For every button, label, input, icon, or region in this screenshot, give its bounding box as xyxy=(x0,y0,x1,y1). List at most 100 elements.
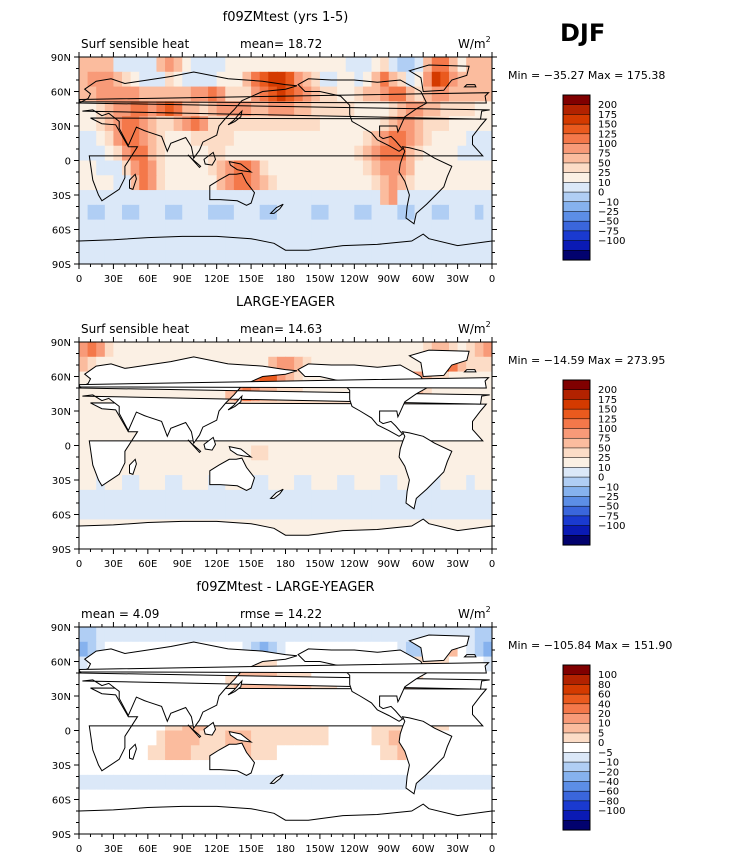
heat-cell xyxy=(122,219,132,236)
heat-cell xyxy=(233,234,244,250)
colorbar-label: −75 xyxy=(598,226,619,237)
heat-cell xyxy=(319,175,330,191)
heat-cell xyxy=(380,175,390,191)
heat-cell xyxy=(319,130,330,147)
heat-cell xyxy=(156,489,166,506)
heat-cell xyxy=(96,686,106,702)
heat-cell xyxy=(199,86,209,102)
heat-cell xyxy=(414,356,424,373)
heat-cell xyxy=(431,190,441,206)
heat-cell xyxy=(182,86,192,102)
heat-cell xyxy=(276,730,287,746)
heat-cell xyxy=(199,386,209,402)
heat-cell xyxy=(354,356,364,373)
heat-cell xyxy=(431,489,441,506)
heat-cell xyxy=(268,145,278,162)
heat-cell xyxy=(113,130,123,147)
heat-cell xyxy=(380,356,390,373)
heat-cell xyxy=(251,745,261,761)
coastline-iceland xyxy=(463,654,477,658)
heat-cell xyxy=(362,489,373,506)
heat-cell xyxy=(216,101,226,117)
heat-cell xyxy=(457,445,467,461)
heat-cell xyxy=(165,445,175,461)
heat-cell xyxy=(388,57,398,73)
lat-label: 90N xyxy=(51,623,71,634)
heat-cell xyxy=(328,234,338,250)
heat-cell xyxy=(242,249,252,264)
lon-label: 150W xyxy=(305,274,334,285)
heat-cell xyxy=(448,730,459,746)
heat-cell xyxy=(79,627,89,643)
heat-cell xyxy=(440,475,450,491)
heat-cell xyxy=(285,190,295,206)
heat-cell xyxy=(466,460,476,476)
heat-cell xyxy=(122,789,132,806)
heat-cell xyxy=(337,249,347,264)
heat-cell xyxy=(337,71,347,88)
heat-cell xyxy=(113,386,123,402)
heat-cell xyxy=(268,789,278,806)
heat-cell xyxy=(87,504,97,521)
heat-cell xyxy=(242,86,252,102)
colorbar-label: 10 xyxy=(598,719,611,730)
heat-cell xyxy=(96,57,106,73)
heat-cell xyxy=(371,745,381,761)
heat-cell xyxy=(285,175,295,191)
heat-cell xyxy=(457,219,467,236)
heat-cell xyxy=(397,160,407,176)
heat-cell xyxy=(122,101,132,117)
heat-cell xyxy=(276,342,287,358)
heat-cell xyxy=(79,401,89,417)
heat-cell xyxy=(268,234,278,250)
heat-cell xyxy=(242,445,252,461)
heat-cell xyxy=(423,190,433,206)
heat-cell xyxy=(448,504,459,521)
heat-cell xyxy=(251,789,261,806)
heat-cell xyxy=(147,57,158,73)
coastline-japan xyxy=(227,679,243,696)
heat-cell xyxy=(423,175,433,191)
heat-cell xyxy=(457,342,467,358)
heat-cell xyxy=(388,774,398,791)
heat-cell xyxy=(79,190,89,206)
colorbar-label: 175 xyxy=(598,395,617,406)
heat-cell xyxy=(311,489,321,506)
heat-cell xyxy=(182,789,192,806)
heat-cell xyxy=(113,101,123,117)
heat-cell xyxy=(208,101,218,117)
colorbar-swatch xyxy=(562,457,591,468)
heat-cell xyxy=(104,789,115,806)
heat-cell xyxy=(139,475,149,491)
heat-cell xyxy=(431,116,441,132)
colorbar-label: 125 xyxy=(598,414,617,425)
lat-label: 0 xyxy=(65,442,71,453)
heat-cell xyxy=(405,342,416,358)
heat-cell xyxy=(156,116,166,132)
colorbar-label: 5 xyxy=(598,728,604,739)
heat-cell xyxy=(457,130,467,147)
heat-cell xyxy=(104,86,115,102)
heat-cell xyxy=(173,130,183,147)
heat-cell xyxy=(182,475,192,491)
heat-cell xyxy=(190,204,201,221)
heat-cell xyxy=(242,57,252,73)
heat-cell xyxy=(165,249,175,264)
heat-cell xyxy=(130,730,140,746)
heat-cell xyxy=(388,71,398,88)
heat-cell xyxy=(362,730,373,746)
heat-cell xyxy=(448,774,459,791)
colorbar-swatch xyxy=(562,250,591,261)
heat-cell xyxy=(337,356,347,373)
coastline-eurasia xyxy=(79,356,490,445)
heat-cell xyxy=(371,641,381,658)
colorbar-label: −20 xyxy=(598,767,619,778)
heat-cell xyxy=(371,504,381,521)
heat-cell xyxy=(371,445,381,461)
heat-cell xyxy=(259,249,269,264)
lat-label: 90N xyxy=(51,53,71,64)
heat-cell xyxy=(268,356,278,373)
colorbar-label: −100 xyxy=(598,521,625,532)
plot-area xyxy=(79,342,492,549)
heat-cell xyxy=(268,504,278,521)
